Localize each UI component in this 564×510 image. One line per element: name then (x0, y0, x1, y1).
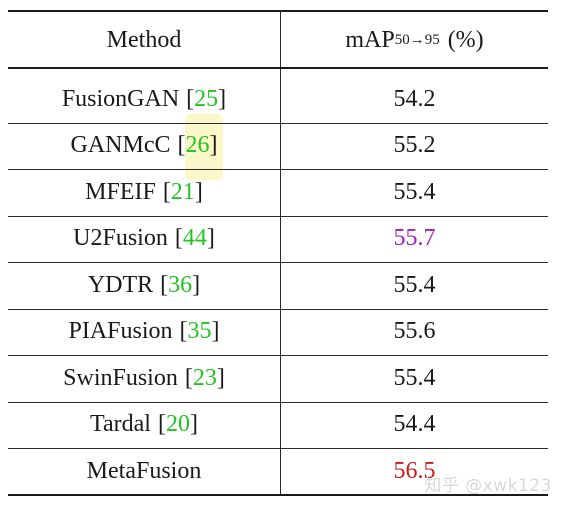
map-value-cell: 55.2 (281, 123, 548, 170)
map-value: 55.2 (393, 132, 436, 159)
header-map-unit: (%) (447, 26, 484, 53)
method-name: PIAFusion (68, 318, 173, 345)
citation-number[interactable]: 44 (182, 225, 207, 252)
map-value: 55.4 (393, 364, 436, 391)
citation-number[interactable]: 21 (170, 178, 195, 205)
map-value: 55.4 (393, 178, 436, 205)
header-method: Method (8, 12, 280, 68)
citation[interactable]: [23] (184, 364, 225, 391)
citation-number[interactable]: 36 (168, 271, 193, 298)
method-name: GANMcC (70, 132, 171, 159)
method-cell: SwinFusion [23] (8, 355, 280, 402)
bottom-rule (8, 494, 548, 496)
method-cell: MFEIF [21] (8, 169, 280, 216)
map-value-cell: 55.4 (281, 262, 548, 309)
method-name: SwinFusion (63, 364, 178, 391)
map-value: 55.7 (393, 225, 436, 252)
citation-number[interactable]: 25 (194, 85, 219, 112)
row-rule (8, 262, 548, 263)
method-cell: GANMcC [26] (8, 123, 280, 170)
row-rule (8, 122, 548, 124)
row-rule (8, 308, 548, 310)
method-cell: FusionGAN [25] (8, 76, 280, 123)
citation-number[interactable]: 20 (165, 411, 190, 438)
map-value-cell: 55.7 (281, 216, 548, 263)
method-cell: YDTR [36] (8, 262, 280, 309)
method-cell: MetaFusion (8, 448, 280, 495)
header-map-sub: 50→95 (394, 31, 440, 48)
citation-number[interactable]: 23 (192, 364, 217, 391)
row-rule (8, 448, 548, 449)
row-rule (8, 401, 548, 403)
row-rule (8, 169, 548, 170)
header-map: mAP 50→95 (%) (281, 12, 548, 68)
column-divider (280, 10, 281, 495)
method-cell: PIAFusion [35] (8, 309, 280, 356)
citation[interactable]: [20] (157, 411, 198, 438)
method-name: U2Fusion (73, 225, 168, 252)
citation[interactable]: [26] (177, 132, 218, 159)
citation[interactable]: [44] (174, 225, 215, 252)
header-method-text: Method (106, 26, 182, 53)
map-value: 55.6 (393, 318, 436, 345)
citation[interactable]: [21] (162, 178, 203, 205)
citation[interactable]: [25] (186, 85, 227, 112)
citation[interactable]: [35] (179, 318, 220, 345)
header-map-base: mAP (345, 26, 395, 53)
method-name: YDTR (87, 271, 154, 298)
method-name: MetaFusion (86, 457, 202, 484)
map-value: 55.4 (393, 271, 436, 298)
watermark: 知乎 @xwk123 (424, 476, 552, 496)
map-value: 54.2 (393, 85, 436, 112)
method-name: Tardal (90, 411, 151, 438)
row-rule (8, 215, 548, 217)
map-value-cell: 55.4 (281, 355, 548, 402)
map-value-cell: 55.4 (281, 169, 548, 216)
header-rule (8, 67, 548, 69)
citation-number[interactable]: 26 (185, 132, 210, 159)
citation[interactable]: [36] (160, 271, 201, 298)
method-name: FusionGAN (61, 85, 180, 112)
map-value-cell: 54.4 (281, 402, 548, 449)
method-cell: Tardal [20] (8, 402, 280, 449)
map-value: 56.5 (393, 457, 436, 484)
map-value-cell: 56.5 (281, 448, 548, 495)
method-cell: U2Fusion [44] (8, 216, 280, 263)
map-value-cell: 54.2 (281, 76, 548, 123)
map-value-cell: 55.6 (281, 309, 548, 356)
top-rule (8, 10, 548, 12)
citation-number[interactable]: 35 (187, 318, 212, 345)
method-name: MFEIF (85, 178, 156, 205)
map-value: 54.4 (393, 411, 436, 438)
row-rule (8, 355, 548, 356)
